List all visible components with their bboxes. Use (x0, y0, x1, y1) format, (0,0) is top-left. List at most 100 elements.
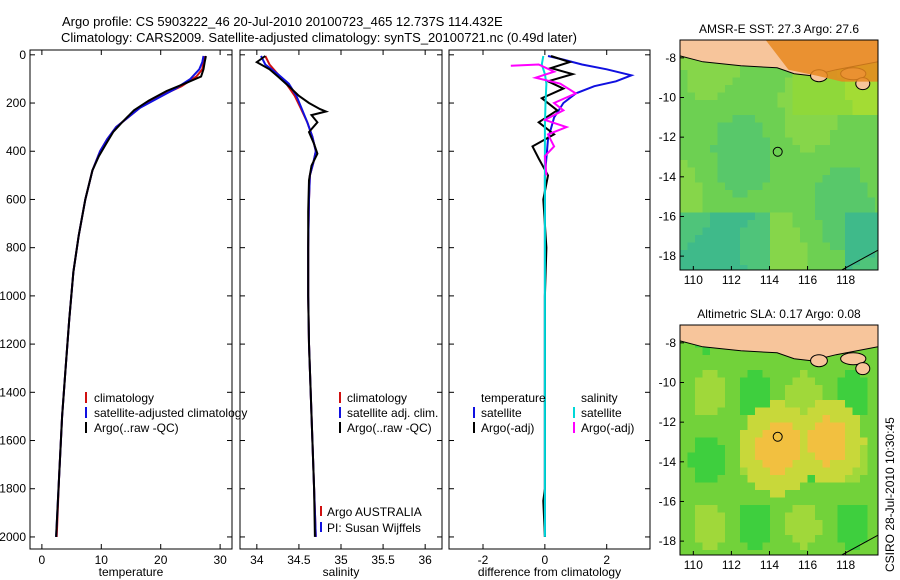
sla_map-cell (755, 505, 763, 513)
sst_map-cell (680, 205, 688, 213)
sla_map-cell (785, 535, 793, 543)
sla_map-cell (845, 527, 853, 536)
sla_map-cell (717, 512, 726, 521)
sla_map-cell (867, 377, 876, 386)
sla_map-cell (702, 415, 711, 423)
sla_map-cell (740, 512, 748, 521)
temperature-ytick-label: 2000 (0, 530, 26, 544)
sla_map-cell (747, 422, 756, 431)
sla_map-cell (777, 422, 786, 431)
sla_map-cell (867, 475, 876, 483)
sst_map-cell (717, 130, 726, 138)
sla_map-cell (792, 385, 801, 393)
sla_map-cell (740, 430, 748, 438)
sla_map-cell (770, 475, 778, 483)
sst_map-cell (875, 85, 878, 93)
sla_map-cell (815, 400, 823, 408)
sst_map-cell (830, 205, 838, 213)
sla_map-cell (702, 400, 711, 408)
sla_map-cell (725, 467, 733, 476)
sla_map-cell (852, 550, 861, 555)
sst_map-cell (875, 137, 878, 146)
sst_map-cell (762, 175, 771, 183)
sst_map-cell (770, 220, 778, 228)
sla_map-cell (747, 467, 756, 476)
sla_map-cell (695, 377, 703, 386)
sla_map-cell (845, 370, 853, 378)
sla_map-cell (770, 497, 778, 506)
sst_map-cell (755, 152, 763, 161)
sst_map-cell (695, 265, 703, 270)
sla_map-cell (762, 535, 771, 543)
sst_map-cell (875, 107, 878, 116)
sla_map-cell (867, 355, 876, 363)
sla_map-cell (710, 512, 718, 521)
sst_map-cell (717, 227, 726, 236)
sla_map-cell (815, 520, 823, 528)
sla_map-cell (710, 452, 718, 461)
sla_map-cell (800, 542, 808, 551)
sst_map-cell (740, 100, 748, 108)
sla_map-ytick-label: -8 (665, 336, 676, 350)
sst_map-cell (815, 220, 823, 228)
sla_map-cell (792, 460, 801, 468)
sla_map-cell (777, 392, 786, 401)
sla_map-cell (687, 497, 696, 506)
sst_map-cell (822, 137, 831, 146)
sst_map-cell (702, 100, 711, 108)
sla_map-cell (777, 370, 786, 378)
sla_map-cell (807, 550, 816, 555)
sla_map-cell (837, 362, 846, 371)
sst_map-cell (867, 190, 876, 198)
sst_map-cell (860, 122, 868, 131)
sst_map-xtick-label: 110 (684, 273, 703, 287)
sla_map-cell (845, 505, 853, 513)
sla_map-cell (792, 392, 801, 401)
sla_map-cell (800, 430, 808, 438)
sst_map-cell (710, 100, 718, 108)
sla_map-cell (747, 527, 756, 536)
sla_map-cell (845, 490, 853, 498)
difference-legend-title: salinity (581, 391, 618, 405)
sla_map-cell (762, 370, 771, 378)
sla_map-cell (837, 467, 846, 476)
sla_map-cell (777, 400, 786, 408)
sla_map-cell (822, 362, 831, 371)
difference-xlabel: difference from climatology (478, 565, 621, 579)
sst_map-cell (815, 137, 823, 146)
sst_map-warm-water (765, 40, 878, 82)
sla_map-cell (822, 520, 831, 528)
sla_map-cell (807, 445, 816, 453)
sla_map-cell (717, 437, 726, 446)
sst_map-cell (740, 182, 748, 191)
sla_map-cell (687, 527, 696, 536)
sla_map-cell (875, 512, 878, 521)
sst_map-cell (680, 167, 688, 176)
sla_map-cell (852, 385, 861, 393)
sla_map-cell (687, 362, 696, 371)
sla_map-cell (717, 542, 726, 551)
sla_map-cell (717, 385, 726, 393)
sla_map-cell (800, 550, 808, 555)
sst_map-cell (680, 265, 688, 270)
salinity-legend-label: climatology (347, 391, 407, 405)
salinity-xtick-label: 34.5 (287, 553, 311, 567)
sla_map-cell (792, 370, 801, 378)
salinity-xtick-label: 36 (418, 553, 432, 567)
sst_map-cell (867, 265, 876, 270)
sst_map-cell (830, 107, 838, 116)
sla_map-cell (777, 445, 786, 453)
sst_map-cell (875, 160, 878, 168)
sla_map-cell (717, 392, 726, 401)
difference-xtick-label: -2 (478, 553, 489, 567)
sla_map-cell (717, 430, 726, 438)
sst_map-cell (792, 92, 801, 101)
sla_map-cell (762, 430, 771, 438)
sla_map-cell (755, 460, 763, 468)
sla_map-cell (695, 542, 703, 551)
sla_map-cell (867, 400, 876, 408)
sst_map-cell (852, 265, 861, 270)
sst_map-cell (710, 167, 718, 176)
sla_map-cell (710, 460, 718, 468)
sla_map-cell (762, 490, 771, 498)
